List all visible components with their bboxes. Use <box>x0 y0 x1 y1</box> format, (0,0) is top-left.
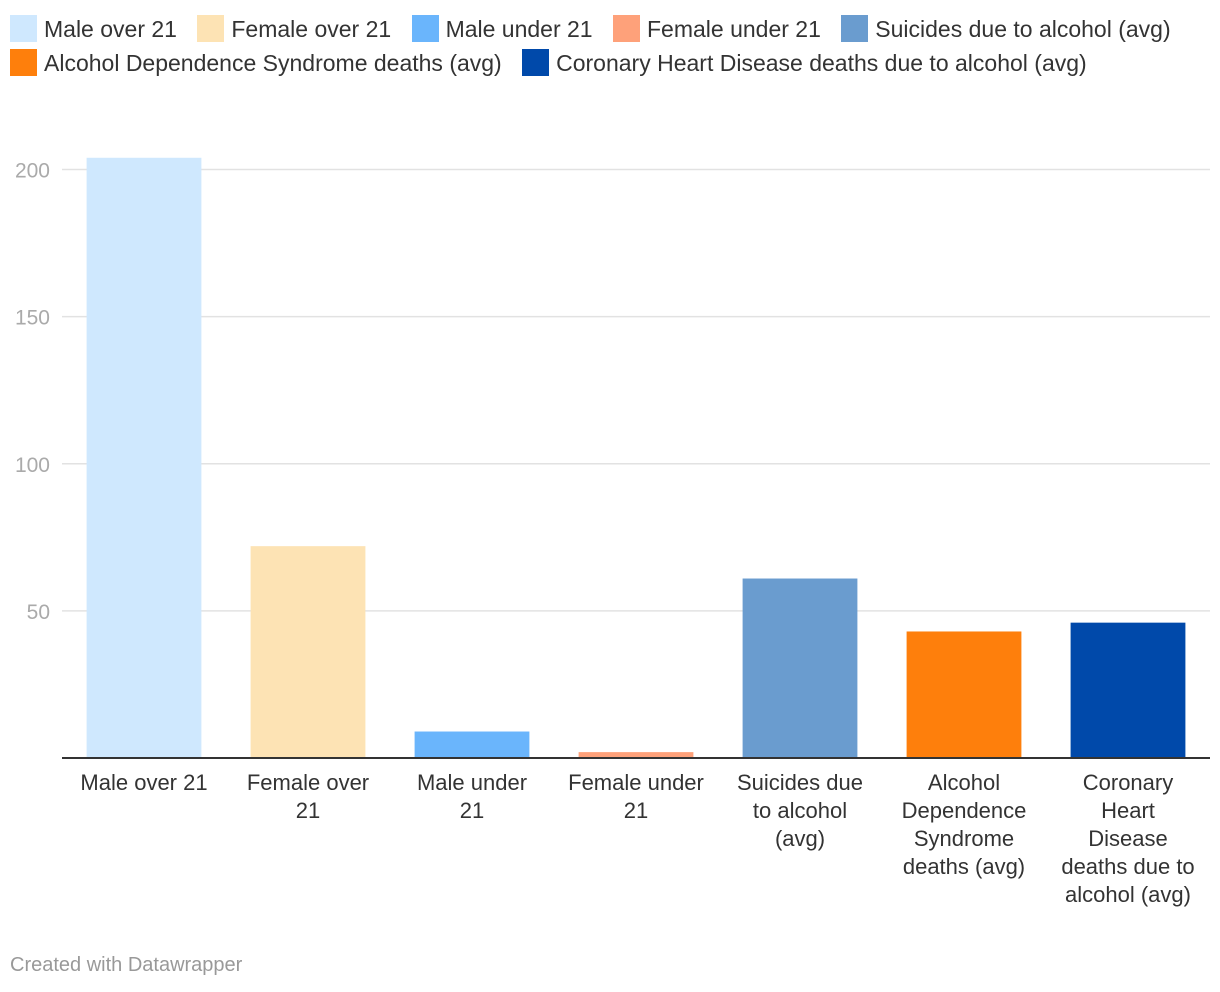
category-labels: Male over 21 Female over 21 Male under 21 Fem… <box>80 770 1194 907</box>
x-tick-label: Female under <box>568 770 704 795</box>
x-tick-label: Male over 21 <box>80 770 207 795</box>
legend-item: Female under 21 <box>613 12 821 46</box>
bar <box>1070 622 1186 758</box>
x-tick-label: Suicides due <box>737 770 863 795</box>
x-tick-label: Syndrome <box>914 826 1014 851</box>
legend-item: Female over 21 <box>197 12 391 46</box>
y-tick-label: 200 <box>15 160 50 183</box>
legend-swatch <box>411 15 439 42</box>
x-tick-label: Female over <box>247 770 369 795</box>
x-tick-label: 21 <box>460 798 484 823</box>
bar <box>742 578 858 758</box>
x-tick-label: Disease <box>1088 826 1167 851</box>
x-tick-label: deaths (avg) <box>903 854 1025 879</box>
x-tick-label: to alcohol <box>753 798 847 823</box>
y-tick-label: 150 <box>15 307 50 330</box>
x-tick-label: (avg) <box>775 826 825 851</box>
x-tick-label: Male under <box>417 770 527 795</box>
x-tick-label: alcohol (avg) <box>1065 882 1191 907</box>
legend-swatch <box>841 15 869 42</box>
x-tick-label: 21 <box>296 798 320 823</box>
x-tick-label: 21 <box>624 798 648 823</box>
legend-item: Suicides due to alcohol (avg) <box>841 12 1171 46</box>
bar <box>906 631 1022 758</box>
legend-swatch <box>10 49 37 76</box>
x-tick-label: Alcohol <box>928 770 1000 795</box>
legend-swatch <box>613 15 640 42</box>
y-tick-label: 50 <box>27 601 50 624</box>
legend-item: Alcohol Dependence Syndrome deaths (avg) <box>10 46 502 80</box>
legend-label: Suicides due to alcohol (avg) <box>875 16 1171 42</box>
legend-label: Female over 21 <box>231 16 392 42</box>
legend-item: Male over 21 <box>10 12 177 46</box>
legend-label: Alcohol Dependence Syndrome deaths (avg) <box>44 50 502 76</box>
x-tick-label: deaths due to <box>1061 854 1194 879</box>
chart-legend: Male over 21 Female over 21 Male under 2… <box>10 12 1215 80</box>
bar <box>578 752 694 758</box>
legend-swatch <box>522 49 550 76</box>
bar <box>414 731 530 758</box>
legend-swatch <box>10 15 37 42</box>
legend-label: Male under 21 <box>445 16 593 42</box>
legend-item: Coronary Heart Disease deaths due to alc… <box>522 46 1087 80</box>
bar <box>250 546 366 758</box>
y-tick-label: 100 <box>15 454 50 477</box>
legend-label: Female under 21 <box>647 16 821 42</box>
bar <box>86 157 202 758</box>
x-tick-label: Heart <box>1101 798 1155 823</box>
legend-label: Male over 21 <box>44 16 177 42</box>
x-tick-label: Dependence <box>902 798 1027 823</box>
footer-credit: Created with Datawrapper <box>10 954 243 976</box>
x-tick-label: Coronary <box>1083 770 1173 795</box>
legend-swatch <box>197 15 225 42</box>
legend-label: Coronary Heart Disease deaths due to alc… <box>556 50 1087 76</box>
bars <box>86 157 1186 758</box>
legend-item: Male under 21 <box>411 12 593 46</box>
